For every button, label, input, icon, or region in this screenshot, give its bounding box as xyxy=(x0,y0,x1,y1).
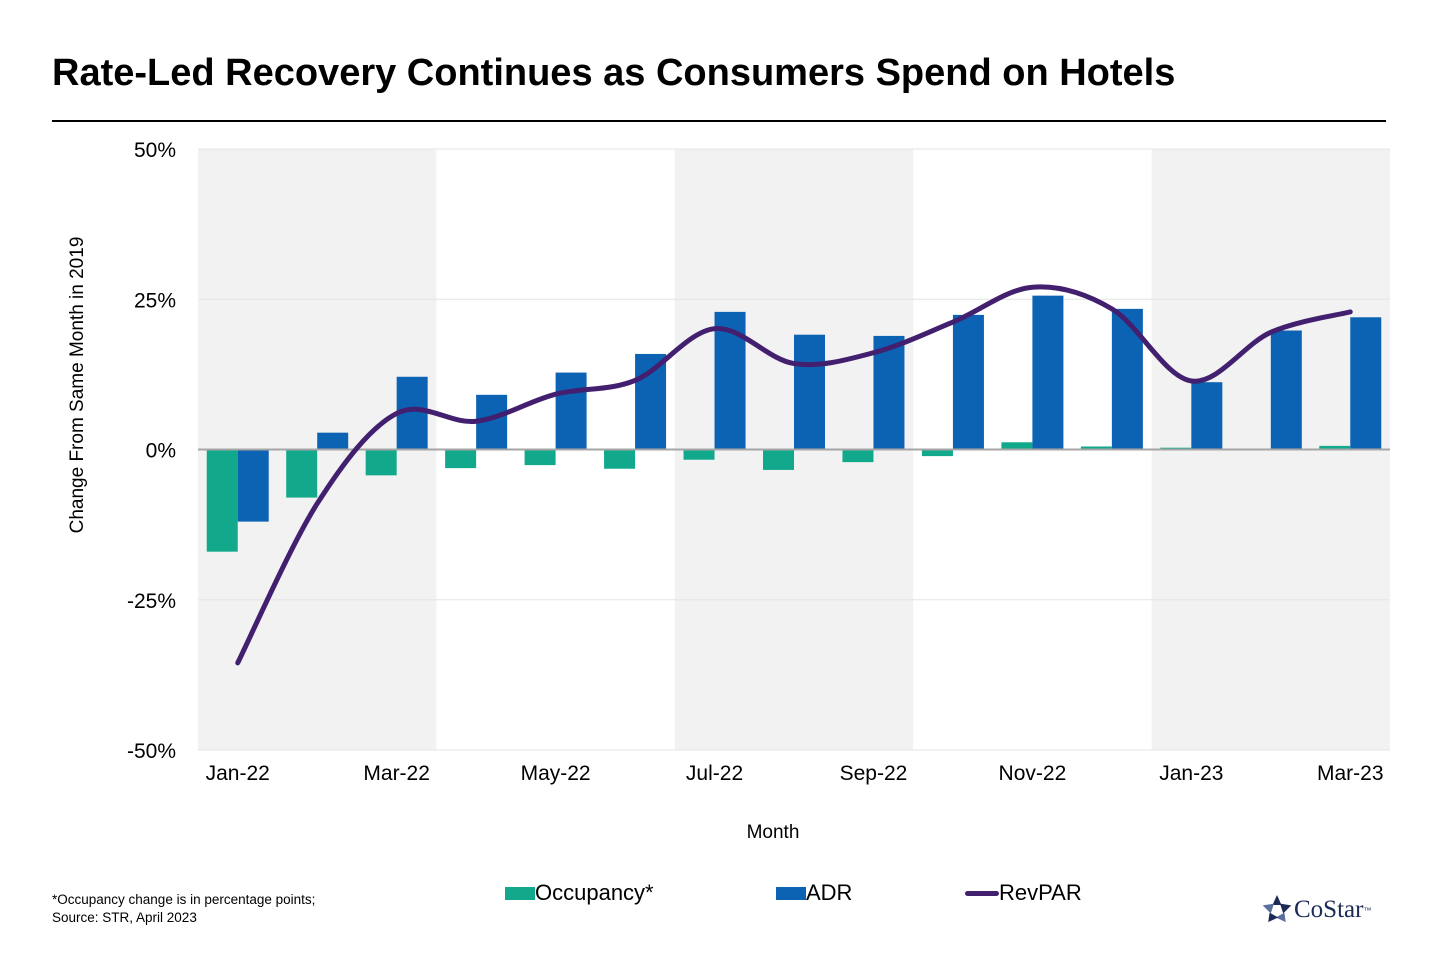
bar-occupancy xyxy=(683,449,715,460)
legend-swatch-occupancy xyxy=(505,886,535,900)
legend-label-occupancy: Occupancy* xyxy=(535,880,654,905)
bar-adr xyxy=(317,432,349,450)
legend-item-revpar: RevPAR xyxy=(965,880,1082,906)
legend-item-occupancy: Occupancy* xyxy=(505,880,654,906)
bar-occupancy xyxy=(763,449,794,470)
line-revpar xyxy=(235,284,1353,666)
y-tick-label: -25% xyxy=(127,590,176,613)
logo-wordmark: CoStar xyxy=(1294,896,1364,923)
legend-swatch-adr xyxy=(776,886,806,900)
costar-logo: CoStar ™ xyxy=(1260,893,1371,927)
bar-adr xyxy=(873,335,905,450)
footnote-line-1: *Occupancy change is in percentage point… xyxy=(52,892,316,907)
bar-occupancy xyxy=(842,449,874,463)
title-divider xyxy=(52,120,1386,122)
bar-adr xyxy=(1270,330,1302,450)
legend-item-adr: ADR xyxy=(776,880,852,906)
bar-adr xyxy=(237,449,269,522)
y-tick-label: 50% xyxy=(134,139,176,162)
footnote: *Occupancy change is in percentage point… xyxy=(52,891,315,927)
bar-adr xyxy=(1032,295,1064,450)
x-tick-label: Jan-22 xyxy=(206,762,270,785)
chart-title: Rate-Led Recovery Continues as Consumers… xyxy=(52,52,1176,94)
bar-occupancy xyxy=(524,449,556,466)
logo-trademark: ™ xyxy=(1363,905,1372,915)
x-tick-label: May-22 xyxy=(521,762,591,785)
bar-occupancy xyxy=(1001,442,1033,450)
bar-occupancy xyxy=(206,449,238,552)
bar-adr xyxy=(1191,382,1223,450)
bar-occupancy xyxy=(445,449,477,469)
bar-occupancy xyxy=(286,449,318,498)
costar-star-icon xyxy=(1262,895,1292,923)
footnote-line-2: Source: STR, April 2023 xyxy=(52,910,197,925)
bar-occupancy xyxy=(604,449,636,469)
legend: Occupancy* ADR RevPAR xyxy=(0,880,1440,916)
x-tick-label: Jan-23 xyxy=(1159,762,1223,785)
legend-label-adr: ADR xyxy=(806,880,853,905)
bar-occupancy xyxy=(1080,446,1112,450)
x-tick-label: Nov-22 xyxy=(999,762,1067,785)
y-tick-label: -50% xyxy=(127,740,176,763)
legend-label-revpar: RevPAR xyxy=(999,880,1082,905)
bar-occupancy xyxy=(1319,445,1351,450)
bar-adr xyxy=(555,372,587,450)
y-tick-label: 0% xyxy=(146,440,176,463)
legend-swatch-revpar xyxy=(965,890,999,896)
y-tick-label: 25% xyxy=(134,289,176,312)
bar-occupancy xyxy=(365,449,397,476)
bar-occupancy xyxy=(921,449,953,457)
x-axis-label: Month xyxy=(747,822,800,843)
x-tick-label: Mar-23 xyxy=(1317,762,1384,785)
x-tick-label: Jul-22 xyxy=(686,762,743,785)
bar-adr xyxy=(952,314,984,450)
bar-adr xyxy=(794,334,825,450)
x-tick-label: Sep-22 xyxy=(840,762,908,785)
x-tick-label: Mar-22 xyxy=(363,762,430,785)
bar-adr xyxy=(1350,317,1382,450)
y-axis-label: Change From Same Month in 2019 xyxy=(67,237,88,534)
